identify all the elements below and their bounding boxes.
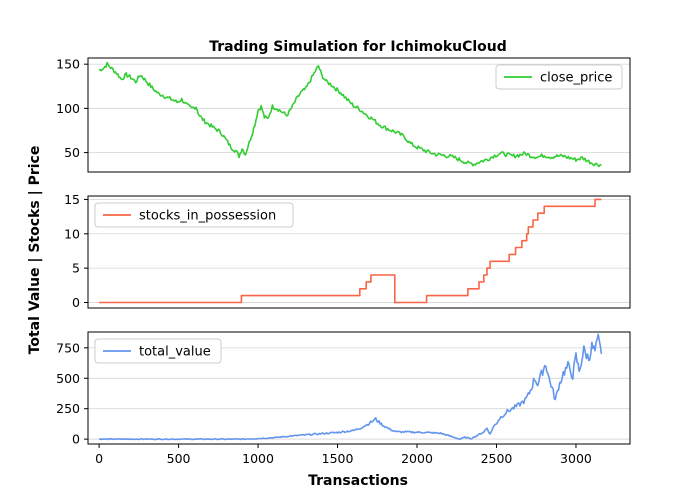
y-tick-label: 150 xyxy=(56,57,80,72)
series-line-close_price xyxy=(98,61,602,168)
y-tick-label: 5 xyxy=(72,261,80,276)
y-tick-label: 0 xyxy=(72,432,80,447)
x-tick-label: 2500 xyxy=(481,451,513,466)
x-tick-label: 1500 xyxy=(322,451,354,466)
legend: total_value xyxy=(94,338,222,364)
legend: close_price xyxy=(495,64,623,90)
y-tick-label: 15 xyxy=(64,192,80,207)
x-tick-label: 500 xyxy=(167,451,191,466)
panels: 50 100 150 close_price 0 5 10 15 stocks_in_posse… xyxy=(56,57,631,466)
chart-title: Trading Simulation for IchimokuCloud xyxy=(209,39,507,55)
legend-label: total_value xyxy=(139,345,211,360)
y-axis-label: Total Value | Stocks | Price xyxy=(27,146,43,355)
y-tick-label: 10 xyxy=(64,226,80,241)
legend-label: stocks_in_possession xyxy=(139,209,276,224)
y-tick-label: 500 xyxy=(56,371,80,386)
y-tick-label: 0 xyxy=(72,295,80,310)
panel-close_price: 50 100 150 close_price xyxy=(56,57,631,173)
legend-label: close_price xyxy=(540,71,612,86)
x-tick-label: 0 xyxy=(95,451,103,466)
x-tick-label: 3000 xyxy=(560,451,592,466)
plot-frame xyxy=(87,57,631,173)
series-line-total_value xyxy=(99,333,603,441)
legend: stocks_in_possession xyxy=(94,202,294,228)
y-tick-label: 250 xyxy=(56,401,80,416)
x-tick-label: 2000 xyxy=(401,451,433,466)
x-tick-label: 1000 xyxy=(242,451,274,466)
plot-frame xyxy=(87,331,631,445)
series-line-stocks_in_possession xyxy=(99,198,602,304)
y-tick-label: 100 xyxy=(56,101,80,116)
plot-frame xyxy=(87,195,631,309)
panel-total_value: 0 250 500 750 total_value xyxy=(56,331,631,447)
x-axis-label: Transactions xyxy=(308,473,408,489)
y-tick-label: 50 xyxy=(64,145,80,160)
y-tick-label: 750 xyxy=(56,340,80,355)
panel-stocks_in_possession: 0 5 10 15 stocks_in_possession xyxy=(64,192,631,310)
